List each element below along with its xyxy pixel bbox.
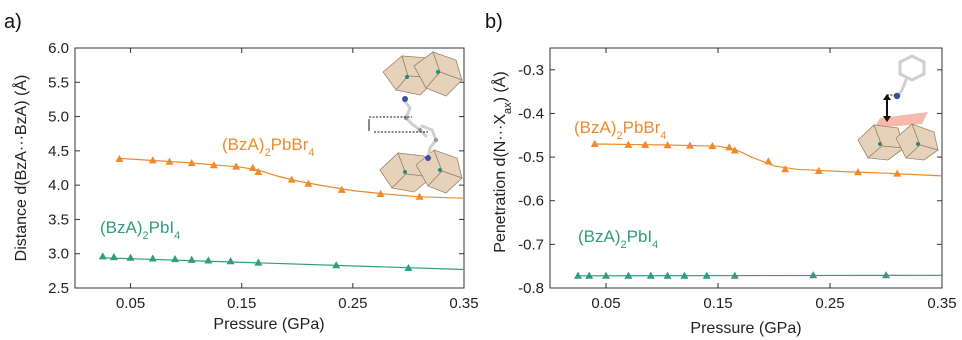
data-point	[590, 139, 599, 147]
data-point	[686, 141, 694, 149]
y-tick-label: -0.8	[518, 280, 544, 297]
data-point	[109, 252, 118, 261]
panel-a: a) 0.05 0.15 0.25 0.35 2.5 3.0 3.5 4.0 4.5 5.0 5.…	[4, 11, 479, 333]
series-fit-line	[102, 257, 465, 271]
panel-b-legend-pbbr4: (BzA)2PbBr4	[574, 118, 667, 142]
data-point	[585, 271, 594, 279]
x-tick-label: 0.35	[927, 295, 956, 312]
data-point	[708, 141, 717, 150]
data-point	[809, 271, 818, 279]
data-point	[126, 253, 135, 261]
y-tick-label: 4.0	[48, 177, 69, 194]
data-point	[725, 143, 734, 151]
panel-a-label: a)	[4, 11, 22, 33]
series-fit-line	[119, 157, 465, 199]
panel-b-legend-pbi4: (BzA)2PbI4	[578, 227, 658, 251]
y-tick-label: 6.0	[48, 40, 69, 57]
data-point	[680, 271, 689, 279]
data-point	[624, 140, 633, 148]
data-point	[187, 159, 196, 167]
data-point	[187, 255, 196, 263]
data-point	[337, 185, 346, 193]
y-tick-label: -0.6	[518, 193, 544, 210]
plane-icon	[874, 112, 928, 128]
y-tick-label: 2.5	[48, 280, 69, 297]
panel-b-series	[574, 139, 943, 279]
y-tick-label: 4.5	[48, 143, 69, 160]
data-point	[332, 261, 341, 269]
data-point	[115, 154, 124, 163]
panel-a-legend-pbbr4: (BzA)2PbBr4	[222, 135, 315, 159]
data-point	[730, 271, 739, 279]
panel-b-x-ticks: 0.05 0.15 0.25 0.35	[591, 48, 957, 312]
panel-a-x-ticks: 0.05 0.15 0.25 0.35	[116, 48, 479, 312]
data-point	[248, 163, 257, 171]
data-point	[854, 168, 862, 176]
y-tick-label: -0.4	[518, 105, 544, 122]
panel-a-x-axis-label: Pressure (GPa)	[213, 316, 324, 333]
y-tick-label: -0.7	[518, 236, 544, 253]
x-tick-label: 0.25	[338, 295, 367, 312]
panel-b-x-axis-label: Pressure (GPa)	[690, 320, 801, 337]
x-tick-label: 0.25	[815, 295, 844, 312]
panel-b-y-ticks: -0.3 -0.4 -0.5 -0.6 -0.7 -0.8	[518, 62, 942, 297]
panel-b-y-axis-label: Penetration d(N···Xax) (Å)	[490, 71, 514, 252]
data-point	[232, 162, 241, 170]
panel-a-y-ticks: 2.5 3.0 3.5 4.0 4.5 5.0 5.5 6.0	[48, 40, 464, 297]
data-point	[814, 166, 823, 174]
panel-a-frame	[74, 47, 465, 289]
data-point	[165, 157, 174, 165]
data-point	[893, 169, 902, 177]
data-point	[574, 271, 582, 279]
data-point	[663, 271, 672, 279]
panel-b: b) 0.05 0.15 0.25 0.35 -0.3 -0.4 -0.5 -0.6 -0.7…	[485, 11, 957, 337]
y-tick-label: 5.0	[48, 109, 69, 126]
data-point	[641, 140, 650, 148]
y-tick-label: 3.0	[48, 246, 69, 263]
data-point	[646, 271, 655, 279]
x-tick-label: 0.05	[116, 295, 145, 312]
x-tick-label: 0.15	[703, 295, 732, 312]
panel-a-legend-pbi4: (BzA)2PbI4	[100, 218, 180, 242]
data-point	[764, 157, 773, 165]
panel-b-label: b)	[485, 11, 503, 33]
data-point	[602, 271, 610, 279]
data-point	[376, 189, 385, 197]
data-point	[204, 256, 213, 264]
y-tick-label: -0.5	[518, 149, 544, 166]
data-point	[304, 179, 313, 187]
y-tick-label: -0.3	[518, 62, 544, 79]
data-point	[148, 254, 157, 262]
data-point	[254, 167, 263, 176]
data-point	[404, 263, 413, 272]
data-point	[148, 156, 157, 164]
x-tick-label: 0.15	[227, 295, 256, 312]
data-point	[226, 257, 235, 265]
data-point	[781, 165, 790, 173]
data-point	[702, 271, 711, 279]
panel-a-series	[98, 154, 465, 272]
data-point	[730, 146, 739, 154]
panel-b-frame	[549, 47, 943, 289]
data-point	[98, 252, 107, 260]
x-tick-label: 0.35	[449, 295, 478, 312]
data-point	[287, 175, 296, 183]
y-tick-label: 5.5	[48, 74, 69, 91]
panel-a-structure-inset	[368, 51, 463, 194]
x-tick-label: 0.05	[591, 295, 620, 312]
data-point	[415, 192, 424, 200]
series-fit-line	[577, 274, 943, 277]
data-point	[882, 271, 890, 279]
data-point	[209, 161, 218, 169]
panel-a-y-axis-label: Distance d(BzA···BzA) (Å)	[11, 75, 30, 262]
data-point	[254, 258, 263, 266]
data-point	[624, 271, 633, 279]
data-point	[171, 255, 180, 263]
data-point	[663, 141, 672, 149]
panel-b-structure-inset	[857, 54, 939, 161]
y-tick-label: 3.5	[48, 211, 69, 228]
